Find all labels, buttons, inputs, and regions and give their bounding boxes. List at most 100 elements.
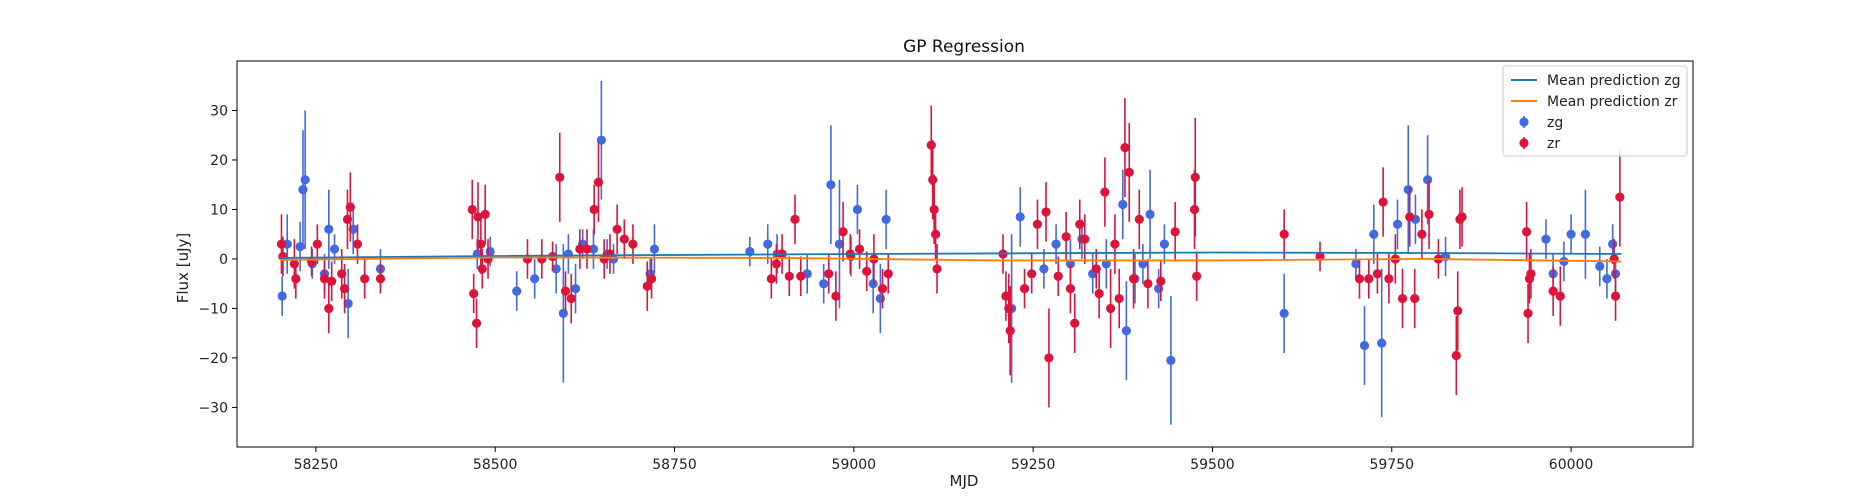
data-point [852, 204, 863, 215]
legend-entry-label: Mean prediction zg [1547, 73, 1681, 89]
data-point [930, 229, 941, 239]
data-point [343, 298, 353, 309]
data-point [1051, 239, 1061, 249]
data-point [1526, 269, 1536, 279]
data-point [1190, 172, 1200, 182]
data-point [1121, 326, 1131, 336]
data-point [928, 175, 938, 185]
data-point [932, 264, 942, 274]
data-point [1075, 219, 1085, 229]
data-point [1114, 293, 1124, 304]
data-point [1019, 284, 1030, 294]
data-point [324, 224, 334, 234]
y-tick-label: 0 [219, 252, 228, 268]
x-tick-label: 58250 [294, 457, 339, 473]
data-point [1015, 212, 1025, 222]
data-point [1354, 274, 1365, 284]
data-point [289, 259, 299, 269]
data-point [1032, 219, 1043, 229]
data-point [605, 249, 615, 259]
data-point [1315, 251, 1325, 262]
data-point [1053, 271, 1063, 281]
data-point [1005, 326, 1015, 336]
data-point [277, 291, 287, 301]
x-tick-label: 59250 [1011, 457, 1056, 473]
data-point [831, 291, 841, 301]
data-point [1039, 264, 1049, 274]
data-point [469, 288, 479, 299]
data-point [1061, 232, 1071, 242]
y-tick-label: −20 [198, 351, 228, 367]
data-point [1423, 175, 1433, 185]
data-point [763, 239, 773, 249]
legend-marker-swatch [1519, 138, 1529, 148]
x-tick-label: 59000 [832, 457, 877, 473]
data-point [824, 269, 834, 279]
data-point [1397, 293, 1408, 304]
data-point [1134, 214, 1144, 224]
mean-prediction-line [280, 251, 1622, 259]
data-point [1156, 276, 1166, 286]
data-point [834, 239, 845, 249]
data-point [1159, 239, 1169, 249]
data-point [558, 308, 568, 318]
data-point [1392, 219, 1403, 229]
data-point [1279, 308, 1289, 318]
data-point [1027, 269, 1037, 279]
data-point [1417, 229, 1427, 239]
data-point [1523, 308, 1533, 318]
data-point [467, 204, 477, 215]
data-point [291, 274, 301, 284]
data-point [1091, 264, 1101, 274]
data-point [551, 264, 561, 274]
data-point [1451, 350, 1461, 361]
legend-entry-label: zr [1547, 136, 1560, 152]
data-point [1192, 271, 1202, 281]
data-point [342, 214, 353, 224]
data-point [1110, 239, 1120, 249]
data-point [883, 269, 893, 279]
plot-area [276, 80, 1625, 425]
data-point [582, 244, 592, 254]
chart-title: GP Regression [903, 37, 1025, 57]
data-point [1359, 340, 1370, 351]
data-point [862, 266, 872, 276]
data-point [771, 259, 781, 269]
data-point [929, 204, 939, 215]
data-point [327, 276, 337, 286]
data-point [1124, 167, 1134, 177]
data-point [1424, 209, 1434, 220]
y-tick-label: 20 [210, 153, 228, 169]
data-point [766, 274, 776, 284]
data-point [1615, 192, 1625, 202]
data-point [1106, 303, 1116, 314]
data-point [473, 212, 483, 222]
data-point [1378, 197, 1388, 207]
data-point [642, 281, 652, 291]
data-point [324, 303, 334, 314]
data-point [1080, 234, 1090, 244]
data-point [819, 279, 829, 289]
data-point [784, 271, 794, 281]
data-point [319, 274, 330, 284]
data-point [649, 244, 660, 254]
data-point [877, 284, 888, 294]
legend-entry-label: zg [1547, 115, 1563, 131]
x-tick-label: 58750 [652, 457, 697, 473]
data-point [881, 214, 891, 224]
data-point [570, 284, 581, 294]
x-axis-label: MJD [950, 472, 979, 490]
data-point [555, 172, 565, 182]
data-point [337, 269, 347, 279]
y-tick-label: 30 [210, 103, 228, 119]
data-point [619, 234, 629, 244]
data-point [476, 239, 486, 249]
data-point [1279, 229, 1289, 239]
y-axis-label: Flux [uJy] [174, 233, 192, 303]
data-point [1595, 261, 1605, 271]
data-point [1403, 185, 1413, 195]
data-point [1541, 234, 1551, 244]
data-point [566, 293, 576, 304]
legend-entry-label: Mean prediction zr [1547, 94, 1678, 110]
data-point [1100, 187, 1110, 197]
